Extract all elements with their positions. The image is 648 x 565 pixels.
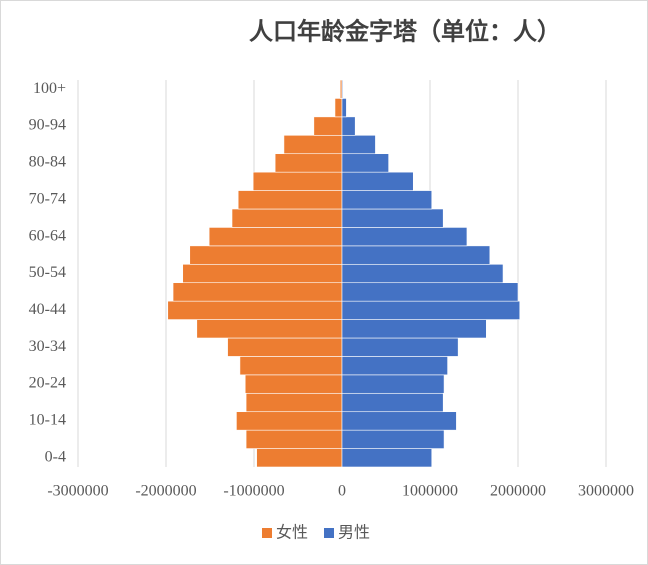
bar — [341, 392, 444, 413]
x-tick-label: -2000000 — [135, 483, 196, 500]
bar — [341, 448, 433, 468]
x-tick-label: -1000000 — [223, 483, 284, 500]
legend-label: 男性 — [338, 524, 370, 542]
bar — [239, 356, 343, 376]
bar — [341, 171, 414, 191]
bar — [341, 190, 433, 210]
bar — [252, 171, 343, 191]
x-tick-label: -3000000 — [47, 483, 108, 500]
bar — [244, 374, 343, 394]
y-tick-label: 10-14 — [29, 412, 66, 429]
bar — [196, 319, 343, 339]
y-tick-label: 0-4 — [45, 448, 66, 465]
y-tick-label: 70-74 — [29, 190, 66, 207]
bar — [341, 319, 487, 339]
bar — [236, 411, 343, 431]
bar — [341, 429, 445, 449]
legend-label: 女性 — [276, 523, 308, 542]
bar — [341, 411, 457, 431]
bar — [245, 429, 343, 449]
bar — [237, 190, 343, 210]
y-tick-label: 20-24 — [29, 375, 66, 392]
bar — [167, 300, 343, 320]
bar — [341, 98, 347, 118]
y-tick-label: 80-84 — [29, 154, 66, 171]
y-tick-label: 100+ — [33, 80, 66, 97]
x-tick-label: 3000000 — [578, 483, 634, 500]
bar — [256, 448, 343, 468]
legend-swatch — [324, 528, 334, 538]
x-tick-label: 1000000 — [402, 483, 458, 500]
y-tick-label: 60-64 — [29, 227, 66, 244]
y-tick-label: 90-94 — [29, 117, 66, 134]
bar — [227, 337, 343, 357]
bar — [245, 392, 343, 413]
bar — [341, 227, 468, 247]
bar — [341, 245, 491, 265]
y-tick-label: 50-54 — [29, 264, 66, 281]
chart-title: 人口年龄金字塔（单位：人） — [249, 18, 561, 46]
bar — [341, 79, 344, 99]
legend-swatch — [262, 528, 272, 538]
bar — [341, 282, 519, 302]
bar — [341, 134, 376, 155]
bar — [189, 245, 343, 265]
bar — [341, 337, 459, 357]
bar — [172, 282, 343, 302]
bar — [231, 208, 343, 228]
bar — [341, 374, 445, 394]
bar — [313, 116, 343, 136]
bar — [334, 98, 343, 118]
bar — [208, 227, 343, 247]
bar — [182, 263, 343, 284]
bar — [341, 356, 448, 376]
bar — [274, 153, 343, 173]
y-tick-label: 40-44 — [29, 301, 66, 318]
x-tick-label: 2000000 — [490, 483, 546, 500]
x-tick-label: 0 — [338, 483, 346, 500]
bar — [341, 300, 521, 320]
bar — [341, 153, 389, 173]
bar — [341, 116, 356, 136]
bar — [341, 208, 444, 228]
bar — [341, 263, 504, 284]
bar — [283, 134, 343, 155]
y-tick-label: 30-34 — [29, 338, 66, 355]
